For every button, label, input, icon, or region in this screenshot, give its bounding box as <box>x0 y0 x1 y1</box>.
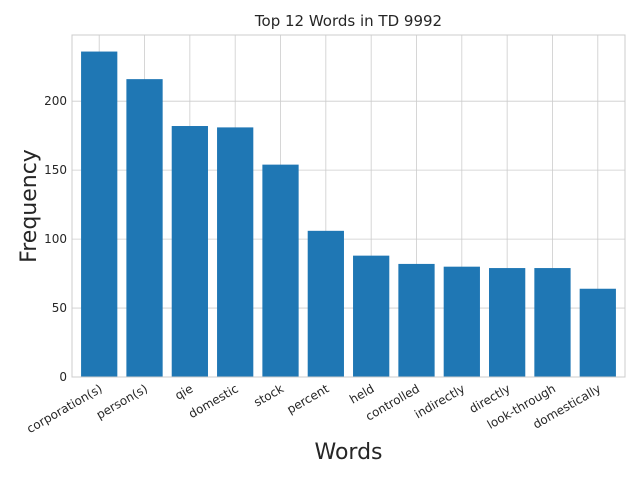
chart-title: Top 12 Words in TD 9992 <box>254 12 442 30</box>
y-tick-label: 0 <box>59 370 67 384</box>
bar-controlled <box>398 263 435 377</box>
bar-look-through <box>534 268 571 377</box>
y-tick-labels: 0 50 100 150 200 <box>44 94 67 384</box>
x-axis-label: Words <box>314 440 382 465</box>
y-tick-label: 200 <box>44 94 67 108</box>
bar-corporation-s <box>81 51 118 377</box>
y-tick-label: 150 <box>44 163 67 177</box>
bar-stock <box>262 164 299 377</box>
bar-qie <box>171 126 208 377</box>
bar-held <box>353 255 390 377</box>
bars <box>81 51 616 378</box>
bar-directly <box>489 268 526 377</box>
y-tick-label: 50 <box>52 301 67 315</box>
bar-domestically <box>579 288 616 377</box>
bar-percent <box>307 230 344 377</box>
bar-domestic <box>217 127 254 377</box>
bar-indirectly <box>443 266 480 377</box>
plot-frame <box>71 34 626 378</box>
y-axis-label: Frequency <box>17 149 42 263</box>
y-tick-label: 100 <box>44 232 67 246</box>
bar-person-s <box>126 79 163 378</box>
